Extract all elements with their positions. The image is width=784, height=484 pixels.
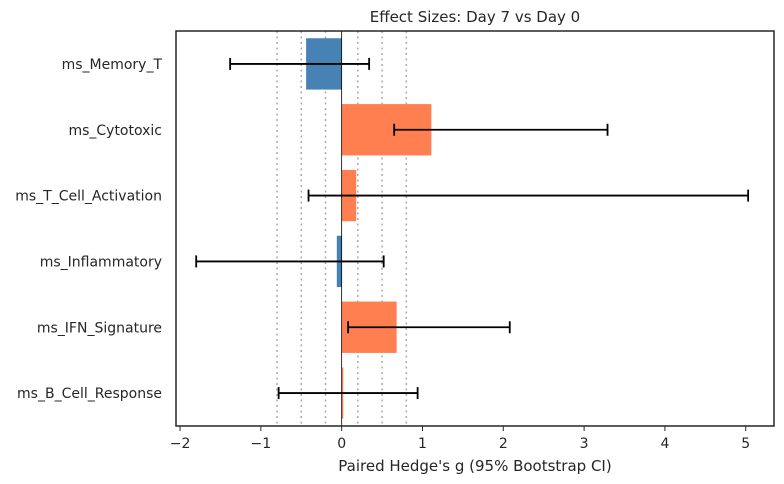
error-bar-ms_Cytotoxic: [393, 123, 609, 136]
error-bars: [195, 57, 750, 400]
chart-title: Effect Sizes: Day 7 vs Day 0: [370, 8, 580, 26]
x-axis-label: Paired Hedge's g (95% Bootstrap CI): [338, 457, 611, 475]
y-tick-label: ms_IFN_Signature: [37, 320, 162, 336]
x-tick-label: 0: [337, 436, 346, 452]
y-tick-label: ms_T_Cell_Activation: [15, 189, 162, 205]
x-tick-label: −1: [251, 436, 272, 452]
y-tick-label: ms_Inflammatory: [40, 254, 162, 270]
y-tick-label: ms_Memory_T: [62, 57, 163, 73]
y-tick-label: ms_B_Cell_Response: [17, 386, 162, 402]
x-tick-label: 2: [499, 436, 508, 452]
x-tick-label: 3: [580, 436, 589, 452]
x-tick-label: 4: [660, 436, 669, 452]
x-tick-label: 5: [741, 436, 750, 452]
x-tick-label: 1: [418, 436, 427, 452]
error-bar-ms_T_Cell_Activation: [307, 189, 750, 202]
plot-area-frame: [175, 30, 775, 427]
y-axis-labels: ms_Memory_T ms_Cytotoxic ms_T_Cell_Activat…: [15, 57, 162, 402]
error-bar-ms_IFN_Signature: [347, 321, 511, 334]
x-tick-label: −2: [170, 436, 191, 452]
error-bar-ms_B_Cell_Response: [277, 387, 419, 400]
x-axis-ticks: −2 −1 0 1 2 3 4 5: [170, 426, 750, 452]
error-bar-ms_Inflammatory: [195, 255, 385, 268]
error-bar-ms_Memory_T: [229, 57, 371, 70]
y-tick-label: ms_Cytotoxic: [68, 123, 162, 139]
